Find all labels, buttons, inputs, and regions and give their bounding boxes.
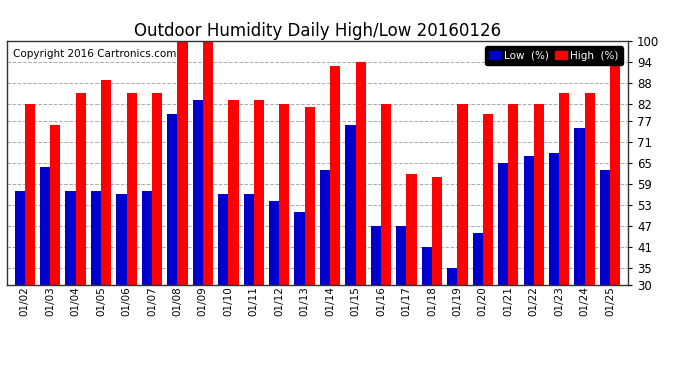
Bar xyxy=(167,114,177,285)
Bar xyxy=(101,80,111,285)
Bar xyxy=(203,41,213,285)
Bar xyxy=(483,114,493,285)
Bar xyxy=(254,100,264,285)
Bar xyxy=(447,268,457,285)
Bar xyxy=(330,66,340,285)
Bar xyxy=(228,100,239,285)
Bar xyxy=(76,93,86,285)
Bar xyxy=(422,247,432,285)
Bar xyxy=(610,58,620,285)
Bar xyxy=(305,107,315,285)
Bar xyxy=(473,233,483,285)
Bar xyxy=(432,177,442,285)
Bar xyxy=(117,195,126,285)
Bar xyxy=(91,191,101,285)
Bar xyxy=(279,104,289,285)
Bar xyxy=(295,212,305,285)
Bar xyxy=(396,226,406,285)
Bar xyxy=(549,153,559,285)
Bar xyxy=(193,100,203,285)
Title: Outdoor Humidity Daily High/Low 20160126: Outdoor Humidity Daily High/Low 20160126 xyxy=(134,22,501,40)
Bar xyxy=(524,156,534,285)
Bar xyxy=(498,163,509,285)
Bar xyxy=(40,166,50,285)
Bar xyxy=(457,104,468,285)
Bar xyxy=(25,104,35,285)
Bar xyxy=(14,191,25,285)
Bar xyxy=(152,93,162,285)
Bar xyxy=(126,93,137,285)
Bar xyxy=(575,128,584,285)
Bar xyxy=(381,104,391,285)
Bar xyxy=(559,93,569,285)
Bar xyxy=(346,125,355,285)
Bar xyxy=(320,170,330,285)
Bar xyxy=(244,195,254,285)
Bar xyxy=(600,170,610,285)
Bar xyxy=(177,41,188,285)
Legend: Low  (%), High  (%): Low (%), High (%) xyxy=(484,46,622,65)
Bar xyxy=(509,104,518,285)
Bar xyxy=(406,174,417,285)
Bar xyxy=(371,226,381,285)
Bar xyxy=(269,201,279,285)
Text: Copyright 2016 Cartronics.com: Copyright 2016 Cartronics.com xyxy=(13,49,177,58)
Bar xyxy=(584,93,595,285)
Bar xyxy=(141,191,152,285)
Bar xyxy=(50,125,60,285)
Bar xyxy=(534,104,544,285)
Bar xyxy=(355,62,366,285)
Bar xyxy=(218,195,228,285)
Bar xyxy=(66,191,76,285)
